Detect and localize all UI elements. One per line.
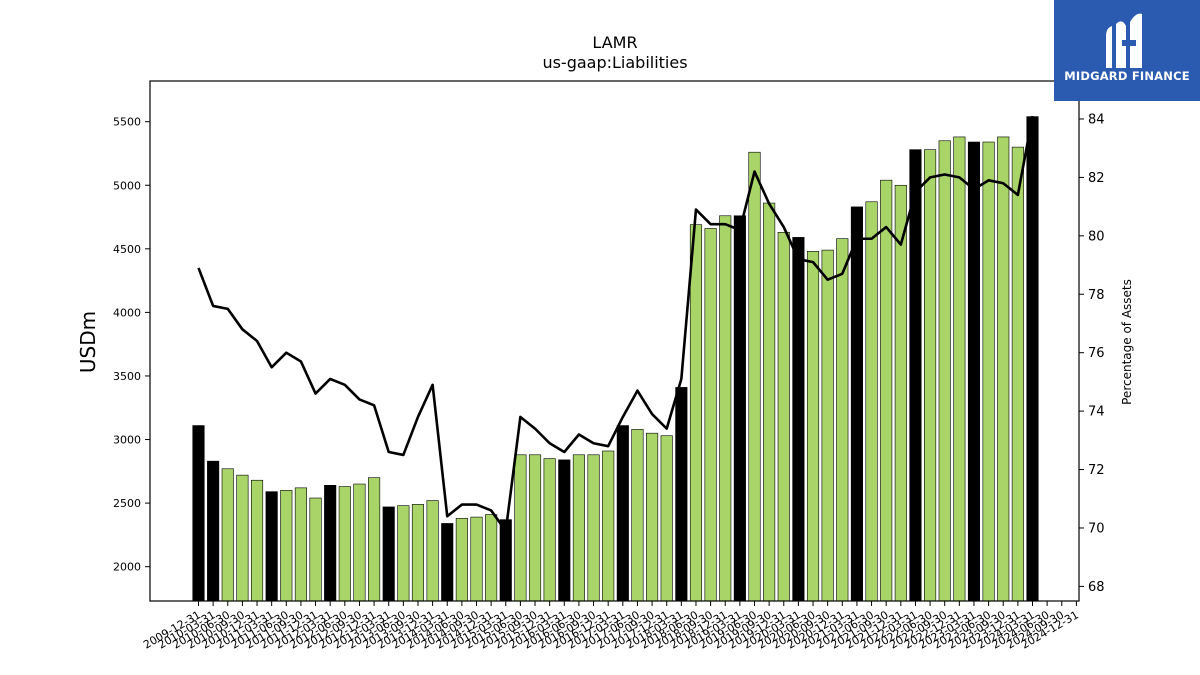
- bar: [455, 518, 468, 602]
- bar: [880, 179, 893, 602]
- y2-tick-label: 78: [1088, 288, 1105, 303]
- bar: [850, 206, 863, 602]
- bar: [821, 249, 834, 602]
- y-tick-label: 4000: [113, 306, 141, 319]
- bar: [1026, 116, 1039, 602]
- y2-axis-label: Percentage of Assets: [1120, 279, 1134, 405]
- bar: [675, 387, 688, 602]
- bar: [967, 141, 981, 602]
- bar: [382, 506, 395, 602]
- bar: [587, 454, 600, 602]
- y2-tick-label: 68: [1088, 580, 1105, 595]
- bar: [265, 491, 278, 602]
- x-axis: 2009-12-312010-03-312010-06-302010-09-30…: [141, 601, 1081, 652]
- y2-tick-label: 82: [1088, 171, 1105, 186]
- bar: [280, 490, 293, 602]
- bar: [1011, 146, 1024, 602]
- bar: [397, 505, 410, 602]
- bar: [324, 484, 337, 602]
- percent-line-series: [197, 115, 1034, 533]
- chart-subtitle: us-gaap:Liabilities: [542, 53, 687, 72]
- y2-tick-label: 80: [1088, 229, 1105, 244]
- y-tick-label: 5500: [113, 116, 141, 129]
- y2-axis: 68 70 72 74 76 78 80 82 84: [1079, 112, 1105, 595]
- bar: [836, 238, 849, 602]
- y-tick-label: 5000: [113, 179, 141, 192]
- bar: [689, 224, 703, 602]
- bar: [616, 425, 629, 602]
- bar: [441, 523, 454, 602]
- bar: [485, 514, 498, 602]
- bar: [792, 237, 805, 602]
- bar: [938, 140, 951, 602]
- bar: [411, 504, 425, 602]
- plot-frame: [149, 80, 1080, 602]
- bar: [719, 215, 732, 602]
- y-tick-label: 2500: [113, 497, 141, 510]
- bar: [368, 477, 381, 602]
- bar: [338, 486, 351, 602]
- y-tick-label: 2000: [113, 561, 141, 574]
- bar: [207, 460, 220, 602]
- bar: [572, 454, 585, 602]
- bar: [660, 435, 673, 602]
- percent-of-assets-line: [197, 115, 1034, 533]
- bar: [763, 202, 776, 602]
- y2-tick-label: 84: [1088, 112, 1105, 127]
- brand-logo-panel: MIDGARD FINANCE: [1054, 0, 1200, 101]
- bar: [514, 454, 527, 602]
- bar: [777, 232, 790, 602]
- y-axis: 2000 2500 3000 3500 4000 4500 5000 5500: [113, 116, 150, 574]
- bar: [748, 151, 761, 602]
- bar: [909, 149, 922, 602]
- chart-title: LAMR: [592, 33, 637, 52]
- y2-tick-label: 76: [1088, 346, 1105, 361]
- bar: [997, 136, 1010, 602]
- bar: [543, 458, 556, 602]
- bar: [221, 468, 234, 602]
- y-axis-label: USDm: [76, 311, 100, 373]
- bar: [806, 251, 820, 602]
- bar: [631, 429, 644, 602]
- bar: [250, 479, 264, 602]
- bar: [558, 459, 571, 602]
- y-tick-label: 4500: [113, 243, 141, 256]
- bar: [192, 425, 205, 602]
- bar: [646, 432, 659, 602]
- bar: [426, 500, 439, 602]
- bar: [982, 141, 995, 602]
- brand-name: MIDGARD FINANCE: [1064, 69, 1190, 83]
- y2-tick-label: 70: [1088, 521, 1105, 536]
- y-tick-label: 3000: [113, 434, 141, 447]
- bar: [704, 228, 717, 602]
- bar: [865, 201, 878, 602]
- midgard-logo-icon: [1106, 13, 1142, 68]
- bar: [470, 516, 483, 602]
- y2-tick-label: 74: [1088, 405, 1105, 420]
- y-tick-label: 3500: [113, 370, 141, 383]
- bar: [236, 474, 249, 602]
- bar: [924, 149, 937, 602]
- bar: [953, 136, 966, 602]
- bar: [894, 184, 907, 602]
- y2-tick-label: 72: [1088, 463, 1105, 478]
- bar: [353, 483, 366, 602]
- bar: [733, 215, 746, 602]
- bar: [528, 454, 542, 602]
- bar-series: [192, 116, 1039, 602]
- bar: [602, 450, 615, 602]
- bar: [294, 487, 307, 602]
- bar: [309, 497, 322, 602]
